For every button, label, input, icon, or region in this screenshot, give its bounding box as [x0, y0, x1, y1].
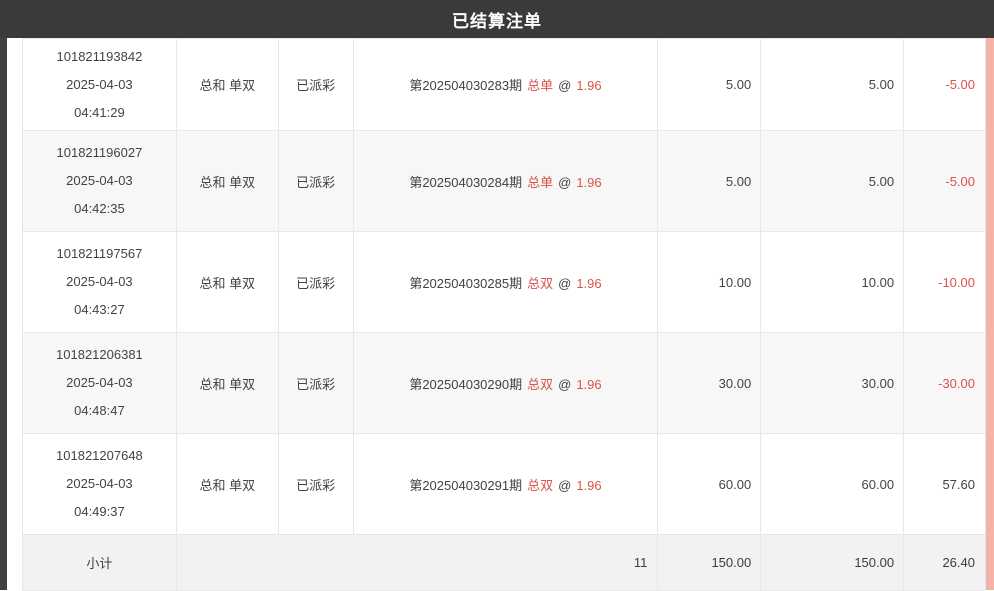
play-type: 总和 单双	[177, 39, 279, 130]
play-type: 总和 单双	[177, 232, 279, 332]
odds-value: 1.96	[576, 78, 602, 93]
pick-label: 总双	[527, 477, 554, 493]
bet-detail: 第202504030283期 总单 @1.96	[354, 39, 659, 130]
order-date: 2025-04-03	[66, 173, 133, 188]
left-edge-strip	[0, 38, 7, 590]
order-date: 2025-04-03	[66, 76, 133, 92]
status-label: 已派彩	[279, 39, 354, 130]
pick-label: 总双	[527, 275, 554, 291]
pick-label: 总单	[527, 78, 554, 93]
bet-amount: 5.00	[658, 39, 762, 130]
order-id: 101821207648	[56, 448, 143, 463]
order-cell: 101821193842 2025-04-03 04:41:29	[23, 39, 177, 130]
odds-value: 1.96	[576, 174, 602, 190]
win-loss-amount: 57.60	[904, 434, 986, 534]
at-symbol: @	[558, 477, 572, 493]
settled-bets-table: 101821193842 2025-04-03 04:41:29 总和 单双 已…	[22, 38, 986, 591]
at-symbol: @	[558, 78, 572, 93]
subtotal-label: 小计	[23, 535, 177, 590]
table-row: 101821206381 2025-04-03 04:48:47 总和 单双 已…	[23, 333, 986, 434]
at-symbol: @	[558, 376, 572, 392]
payout-amount: 30.00	[761, 333, 905, 433]
order-date: 2025-04-03	[66, 476, 133, 491]
bet-detail: 第202504030290期 总双 @1.96	[354, 333, 659, 433]
at-symbol: @	[558, 275, 572, 291]
table-row: 101821197567 2025-04-03 04:43:27 总和 单双 已…	[23, 232, 986, 333]
scrollbar[interactable]	[986, 38, 994, 590]
order-time: 04:42:35	[74, 201, 125, 216]
table-row: 101821207648 2025-04-03 04:49:37 总和 单双 已…	[23, 434, 986, 535]
table-row: 101821193842 2025-04-03 04:41:29 总和 单双 已…	[23, 39, 986, 131]
subtotal-amount: 150.00	[658, 535, 762, 590]
period-label: 第202504030290期	[409, 376, 523, 392]
payout-amount: 60.00	[761, 434, 905, 534]
win-loss-amount: -5.00	[904, 131, 986, 231]
order-id: 101821197567	[56, 246, 143, 261]
subtotal-payout: 150.00	[761, 535, 905, 590]
payout-amount: 10.00	[761, 232, 905, 332]
bet-amount: 10.00	[658, 232, 762, 332]
order-date: 2025-04-03	[66, 274, 133, 289]
status-label: 已派彩	[279, 333, 354, 433]
win-loss-amount: -30.00	[904, 333, 986, 433]
bet-detail: 第202504030284期 总单 @1.96	[354, 131, 659, 231]
subtotal-count: 11	[177, 535, 659, 590]
period-label: 第202504030284期	[409, 174, 523, 190]
period-label: 第202504030285期	[409, 275, 523, 291]
odds-value: 1.96	[576, 376, 602, 392]
payout-amount: 5.00	[761, 131, 905, 231]
order-cell: 101821196027 2025-04-03 04:42:35	[23, 131, 177, 231]
order-date: 2025-04-03	[66, 375, 133, 390]
play-type: 总和 单双	[177, 131, 279, 231]
status-label: 已派彩	[279, 232, 354, 332]
pick-label: 总单	[527, 174, 554, 190]
payout-amount: 5.00	[761, 39, 905, 130]
win-loss-amount: -5.00	[904, 39, 986, 130]
bet-amount: 5.00	[658, 131, 762, 231]
order-cell: 101821206381 2025-04-03 04:48:47	[23, 333, 177, 433]
order-id: 101821206381	[56, 347, 143, 362]
bet-detail: 第202504030285期 总双 @1.96	[354, 232, 659, 332]
page-title: 已结算注单	[452, 11, 542, 31]
play-type: 总和 单双	[177, 434, 279, 534]
win-loss-amount: -10.00	[904, 232, 986, 332]
period-label: 第202504030291期	[409, 477, 523, 493]
order-time: 04:48:47	[74, 403, 125, 418]
table-row: 101821196027 2025-04-03 04:42:35 总和 单双 已…	[23, 131, 986, 232]
status-label: 已派彩	[279, 434, 354, 534]
title-bar: 已结算注单	[0, 0, 994, 38]
order-id: 101821193842	[56, 48, 143, 64]
status-label: 已派彩	[279, 131, 354, 231]
pick-label: 总双	[527, 376, 554, 392]
order-time: 04:41:29	[74, 104, 125, 120]
order-cell: 101821197567 2025-04-03 04:43:27	[23, 232, 177, 332]
subtotal-row: 小计 11 150.00 150.00 26.40	[23, 535, 986, 591]
odds-value: 1.96	[576, 477, 602, 493]
bet-amount: 30.00	[658, 333, 762, 433]
order-time: 04:49:37	[74, 504, 125, 519]
period-label: 第202504030283期	[409, 78, 523, 93]
subtotal-result: 26.40	[904, 535, 986, 590]
at-symbol: @	[558, 174, 572, 190]
order-cell: 101821207648 2025-04-03 04:49:37	[23, 434, 177, 534]
bet-amount: 60.00	[658, 434, 762, 534]
bet-detail: 第202504030291期 总双 @1.96	[354, 434, 659, 534]
play-type: 总和 单双	[177, 333, 279, 433]
order-time: 04:43:27	[74, 302, 125, 317]
order-id: 101821196027	[56, 145, 143, 160]
odds-value: 1.96	[576, 275, 602, 291]
